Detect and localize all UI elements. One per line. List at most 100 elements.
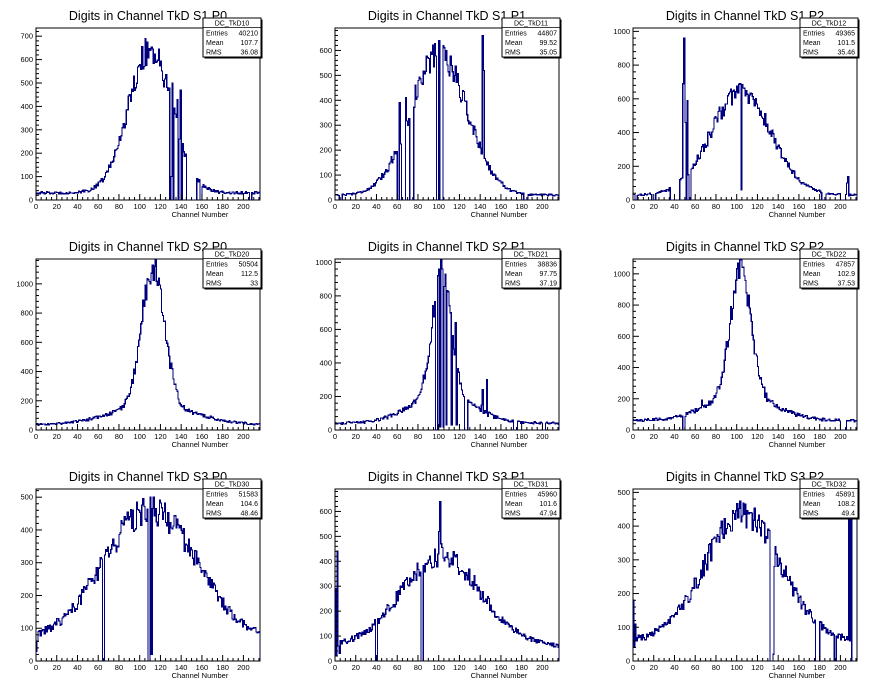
stats-box-name: DC_TkD32 <box>812 482 847 489</box>
y-tick-label: 0 <box>29 196 33 205</box>
stats-label-mean: Mean <box>206 40 224 47</box>
x-tick-label: 140 <box>474 432 487 441</box>
stats-value-rms: 47.94 <box>539 511 557 518</box>
stats-label-rms: RMS <box>206 50 222 57</box>
x-tick-label: 60 <box>691 663 699 672</box>
stats-box: DC_TkD22 Entries 47857 Mean 102.9 RMS 37.53 <box>799 248 860 290</box>
stats-label-entries: Entries <box>505 262 527 269</box>
y-tick-label: 800 <box>617 61 630 70</box>
histogram-series-line <box>36 259 260 430</box>
y-tick-label: 0 <box>626 196 630 205</box>
x-tick-label: 0 <box>631 202 635 211</box>
chart-title: Digits in Channel TkD S3 P0 <box>69 470 227 484</box>
stats-value-mean: 107.7 <box>240 40 258 47</box>
stats-box: DC_TkD11 Entries 44807 Mean 99.52 RMS 35.05 <box>501 17 562 59</box>
y-tick-label: 300 <box>20 558 33 567</box>
histogram-panel: Digits in Channel TkD S3 P2 0 20 40 60 80 100 1… <box>617 470 860 680</box>
x-tick-label: 120 <box>154 202 167 211</box>
x-tick-label: 200 <box>536 202 549 211</box>
x-tick-label: 160 <box>196 202 209 211</box>
x-axis-label: Channel Number <box>471 671 528 680</box>
y-tick-label: 0 <box>626 657 630 666</box>
stats-value-entries: 38836 <box>538 262 558 269</box>
histogram-panel: Digits in Channel TkD S2 P2 0 20 40 60 80 100 1… <box>613 240 860 449</box>
x-tick-label: 140 <box>175 432 188 441</box>
stats-value-mean: 102.9 <box>837 271 855 278</box>
y-tick-label: 400 <box>20 102 33 111</box>
x-tick-label: 20 <box>352 432 360 441</box>
stats-value-mean: 99.52 <box>539 40 557 47</box>
stats-value-mean: 101.6 <box>539 501 557 508</box>
stats-label-rms: RMS <box>803 511 819 518</box>
x-tick-label: 120 <box>453 432 466 441</box>
x-tick-label: 200 <box>237 663 250 672</box>
y-tick-label: 400 <box>617 522 630 531</box>
stats-label-mean: Mean <box>803 40 821 47</box>
stats-value-mean: 97.75 <box>539 271 557 278</box>
x-axis-label: Channel Number <box>172 210 229 219</box>
chart-title: Digits in Channel TkD S2 P1 <box>368 240 526 254</box>
x-tick-label: 140 <box>175 663 188 672</box>
x-tick-label: 20 <box>650 432 658 441</box>
x-tick-label: 120 <box>751 202 764 211</box>
x-tick-label: 80 <box>414 663 422 672</box>
chart-title: Digits in Channel TkD S1 P0 <box>69 9 227 23</box>
y-tick-label: 200 <box>20 591 33 600</box>
histogram-series-line <box>633 259 857 430</box>
x-tick-label: 80 <box>712 202 720 211</box>
x-tick-label: 160 <box>793 432 806 441</box>
x-tick-label: 40 <box>670 663 678 672</box>
x-tick-label: 80 <box>115 663 123 672</box>
stats-label-entries: Entries <box>803 492 825 499</box>
y-tick-label: 200 <box>20 149 33 158</box>
x-tick-label: 0 <box>333 202 337 211</box>
x-tick-label: 160 <box>495 202 508 211</box>
y-tick-label: 700 <box>20 32 33 41</box>
histogram-panel: Digits in Channel TkD S1 P1 0 20 40 60 80 100 1… <box>319 9 562 219</box>
y-tick-label: 0 <box>328 196 332 205</box>
x-tick-label: 0 <box>333 432 337 441</box>
stats-value-mean: 104.6 <box>240 501 258 508</box>
stats-box: DC_TkD31 Entries 45960 Mean 101.6 RMS 47.94 <box>501 478 562 520</box>
stats-box: DC_TkD20 Entries 50504 Mean 112.5 RMS 33 <box>202 248 263 290</box>
histogram-series-line <box>335 259 559 430</box>
y-tick-label: 200 <box>617 394 630 403</box>
stats-value-rms: 35.05 <box>539 50 557 57</box>
y-tick-label: 200 <box>319 146 332 155</box>
y-tick-label: 200 <box>617 162 630 171</box>
x-tick-label: 20 <box>650 202 658 211</box>
x-tick-label: 60 <box>94 663 102 672</box>
x-tick-label: 40 <box>372 202 380 211</box>
x-tick-label: 180 <box>216 202 229 211</box>
y-tick-label: 600 <box>20 55 33 64</box>
y-tick-label: 600 <box>319 325 332 334</box>
stats-box: DC_TkD21 Entries 38836 Mean 97.75 RMS 37.19 <box>501 248 562 290</box>
stats-label-mean: Mean <box>206 501 224 508</box>
chart-title: Digits in Channel TkD S1 P2 <box>666 9 824 23</box>
x-tick-label: 100 <box>730 202 743 211</box>
y-tick-label: 200 <box>20 396 33 405</box>
stats-label-mean: Mean <box>803 501 821 508</box>
histogram-series-line <box>633 37 857 200</box>
x-axis-label: Channel Number <box>172 671 229 680</box>
x-tick-label: 140 <box>772 432 785 441</box>
stats-box-name: DC_TkD31 <box>514 482 549 489</box>
x-axis-label: Channel Number <box>172 440 229 449</box>
stats-box: DC_TkD10 Entries 40210 Mean 107.7 RMS 36.08 <box>202 17 263 59</box>
stats-box-name: DC_TkD30 <box>215 482 250 489</box>
y-tick-label: 1000 <box>16 279 33 288</box>
x-tick-label: 60 <box>393 432 401 441</box>
stats-box: DC_TkD12 Entries 49365 Mean 101.5 RMS 35.46 <box>799 17 860 59</box>
stats-value-entries: 40210 <box>239 31 259 38</box>
stats-value-mean: 108.2 <box>837 501 855 508</box>
stats-label-entries: Entries <box>206 262 228 269</box>
y-tick-label: 400 <box>319 358 332 367</box>
y-tick-label: 500 <box>319 532 332 541</box>
stats-value-rms: 49.4 <box>841 511 855 518</box>
stats-box: DC_TkD30 Entries 51583 Mean 104.6 RMS 48.46 <box>202 478 263 520</box>
stats-label-entries: Entries <box>206 492 228 499</box>
plot-frame <box>632 258 858 431</box>
x-tick-label: 160 <box>495 432 508 441</box>
x-tick-label: 0 <box>333 663 337 672</box>
y-tick-label: 0 <box>328 426 332 435</box>
